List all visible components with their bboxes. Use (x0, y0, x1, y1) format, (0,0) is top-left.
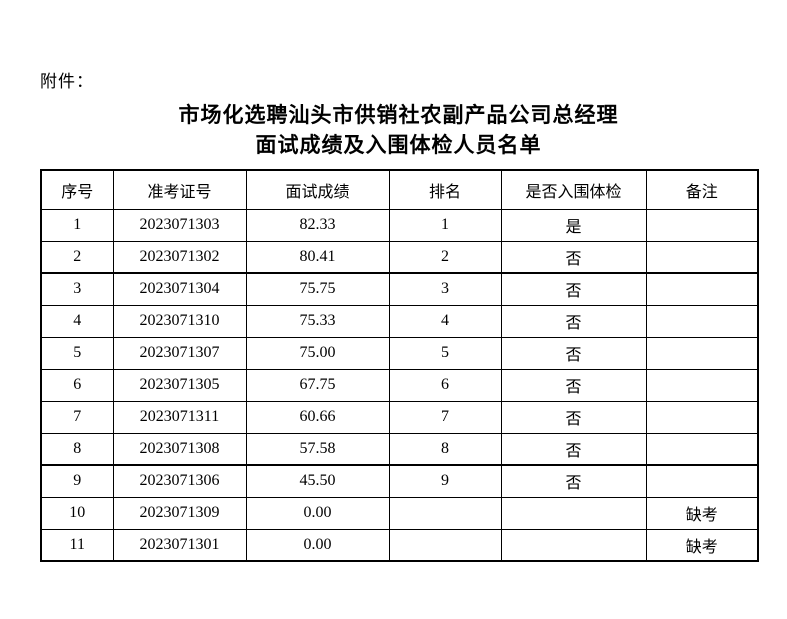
cell-score: 80.41 (245, 240, 390, 274)
cell-number: 7 (40, 400, 114, 434)
table-row: 7 2023071311 60.66 7 否 (40, 400, 759, 434)
table-row: 5 2023071307 75.00 5 否 (40, 336, 759, 370)
cell-score: 57.58 (245, 432, 390, 466)
cell-score: 45.50 (245, 464, 390, 498)
header-cell-remark: 备注 (645, 169, 759, 210)
cell-rank: 5 (388, 336, 502, 370)
cell-shortlisted: 否 (500, 400, 647, 434)
cell-remark (645, 432, 759, 466)
cell-number: 2 (40, 240, 114, 274)
cell-exam-id: 2023071304 (112, 272, 247, 306)
table-row: 4 2023071310 75.33 4 否 (40, 304, 759, 338)
cell-rank: 8 (388, 432, 502, 466)
cell-number: 1 (40, 208, 114, 242)
cell-number: 8 (40, 432, 114, 466)
header-cell-number: 序号 (40, 169, 114, 210)
cell-number: 3 (40, 272, 114, 306)
header-cell-score: 面试成绩 (245, 169, 390, 210)
table-row: 2 2023071302 80.41 2 否 (40, 240, 759, 274)
cell-remark (645, 336, 759, 370)
cell-rank: 4 (388, 304, 502, 338)
cell-number: 9 (40, 464, 114, 498)
cell-number: 5 (40, 336, 114, 370)
cell-rank: 2 (388, 240, 502, 274)
cell-exam-id: 2023071309 (112, 496, 247, 530)
table-header-row: 序号 准考证号 面试成绩 排名 是否入围体检 备注 (40, 169, 759, 210)
cell-score: 82.33 (245, 208, 390, 242)
cell-score: 75.75 (245, 272, 390, 306)
cell-remark (645, 208, 759, 242)
cell-rank: 6 (388, 368, 502, 402)
table-row: 11 2023071301 0.00 缺考 (40, 528, 759, 562)
cell-rank: 1 (388, 208, 502, 242)
cell-shortlisted: 是 (500, 208, 647, 242)
table-row: 1 2023071303 82.33 1 是 (40, 208, 759, 242)
cell-score: 0.00 (245, 528, 390, 562)
table-row: 9 2023071306 45.50 9 否 (40, 464, 759, 498)
cell-number: 10 (40, 496, 114, 530)
cell-exam-id: 2023071308 (112, 432, 247, 466)
cell-number: 4 (40, 304, 114, 338)
cell-remark (645, 400, 759, 434)
table-row: 6 2023071305 67.75 6 否 (40, 368, 759, 402)
header-cell-shortlisted: 是否入围体检 (500, 169, 647, 210)
header-cell-exam-id: 准考证号 (112, 169, 247, 210)
cell-exam-id: 2023071303 (112, 208, 247, 242)
cell-remark: 缺考 (645, 496, 759, 530)
cell-score: 0.00 (245, 496, 390, 530)
attachment-label: 附件： (40, 72, 94, 91)
cell-shortlisted: 否 (500, 368, 647, 402)
table-row: 8 2023071308 57.58 8 否 (40, 432, 759, 466)
cell-exam-id: 2023071305 (112, 368, 247, 402)
cell-shortlisted (500, 528, 647, 562)
cell-score: 67.75 (245, 368, 390, 402)
cell-remark (645, 240, 759, 274)
cell-shortlisted (500, 496, 647, 530)
cell-rank (388, 496, 502, 530)
table-row: 3 2023071304 75.75 3 否 (40, 272, 759, 306)
cell-shortlisted: 否 (500, 464, 647, 498)
table-row: 10 2023071309 0.00 缺考 (40, 496, 759, 530)
document-title: 市场化选聘汕头市供销社农副产品公司总经理 面试成绩及入围体检人员名单 (40, 100, 757, 160)
cell-shortlisted: 否 (500, 336, 647, 370)
cell-rank: 9 (388, 464, 502, 498)
header-cell-rank: 排名 (388, 169, 502, 210)
cell-score: 60.66 (245, 400, 390, 434)
cell-exam-id: 2023071311 (112, 400, 247, 434)
cell-shortlisted: 否 (500, 272, 647, 306)
cell-remark (645, 272, 759, 306)
cell-remark (645, 304, 759, 338)
cell-shortlisted: 否 (500, 304, 647, 338)
cell-rank (388, 528, 502, 562)
cell-remark (645, 368, 759, 402)
title-line-2: 面试成绩及入围体检人员名单 (255, 133, 542, 157)
cell-rank: 3 (388, 272, 502, 306)
cell-exam-id: 2023071310 (112, 304, 247, 338)
results-table: 序号 准考证号 面试成绩 排名 是否入围体检 备注 1 2023071303 82.… (40, 169, 759, 562)
cell-remark: 缺考 (645, 528, 759, 562)
cell-remark (645, 464, 759, 498)
cell-score: 75.00 (245, 336, 390, 370)
cell-exam-id: 2023071306 (112, 464, 247, 498)
cell-score: 75.33 (245, 304, 390, 338)
cell-shortlisted: 否 (500, 240, 647, 274)
cell-number: 11 (40, 528, 114, 562)
cell-shortlisted: 否 (500, 432, 647, 466)
cell-exam-id: 2023071302 (112, 240, 247, 274)
cell-rank: 7 (388, 400, 502, 434)
cell-number: 6 (40, 368, 114, 402)
title-line-1: 市场化选聘汕头市供销社农副产品公司总经理 (178, 103, 619, 127)
cell-exam-id: 2023071307 (112, 336, 247, 370)
cell-exam-id: 2023071301 (112, 528, 247, 562)
